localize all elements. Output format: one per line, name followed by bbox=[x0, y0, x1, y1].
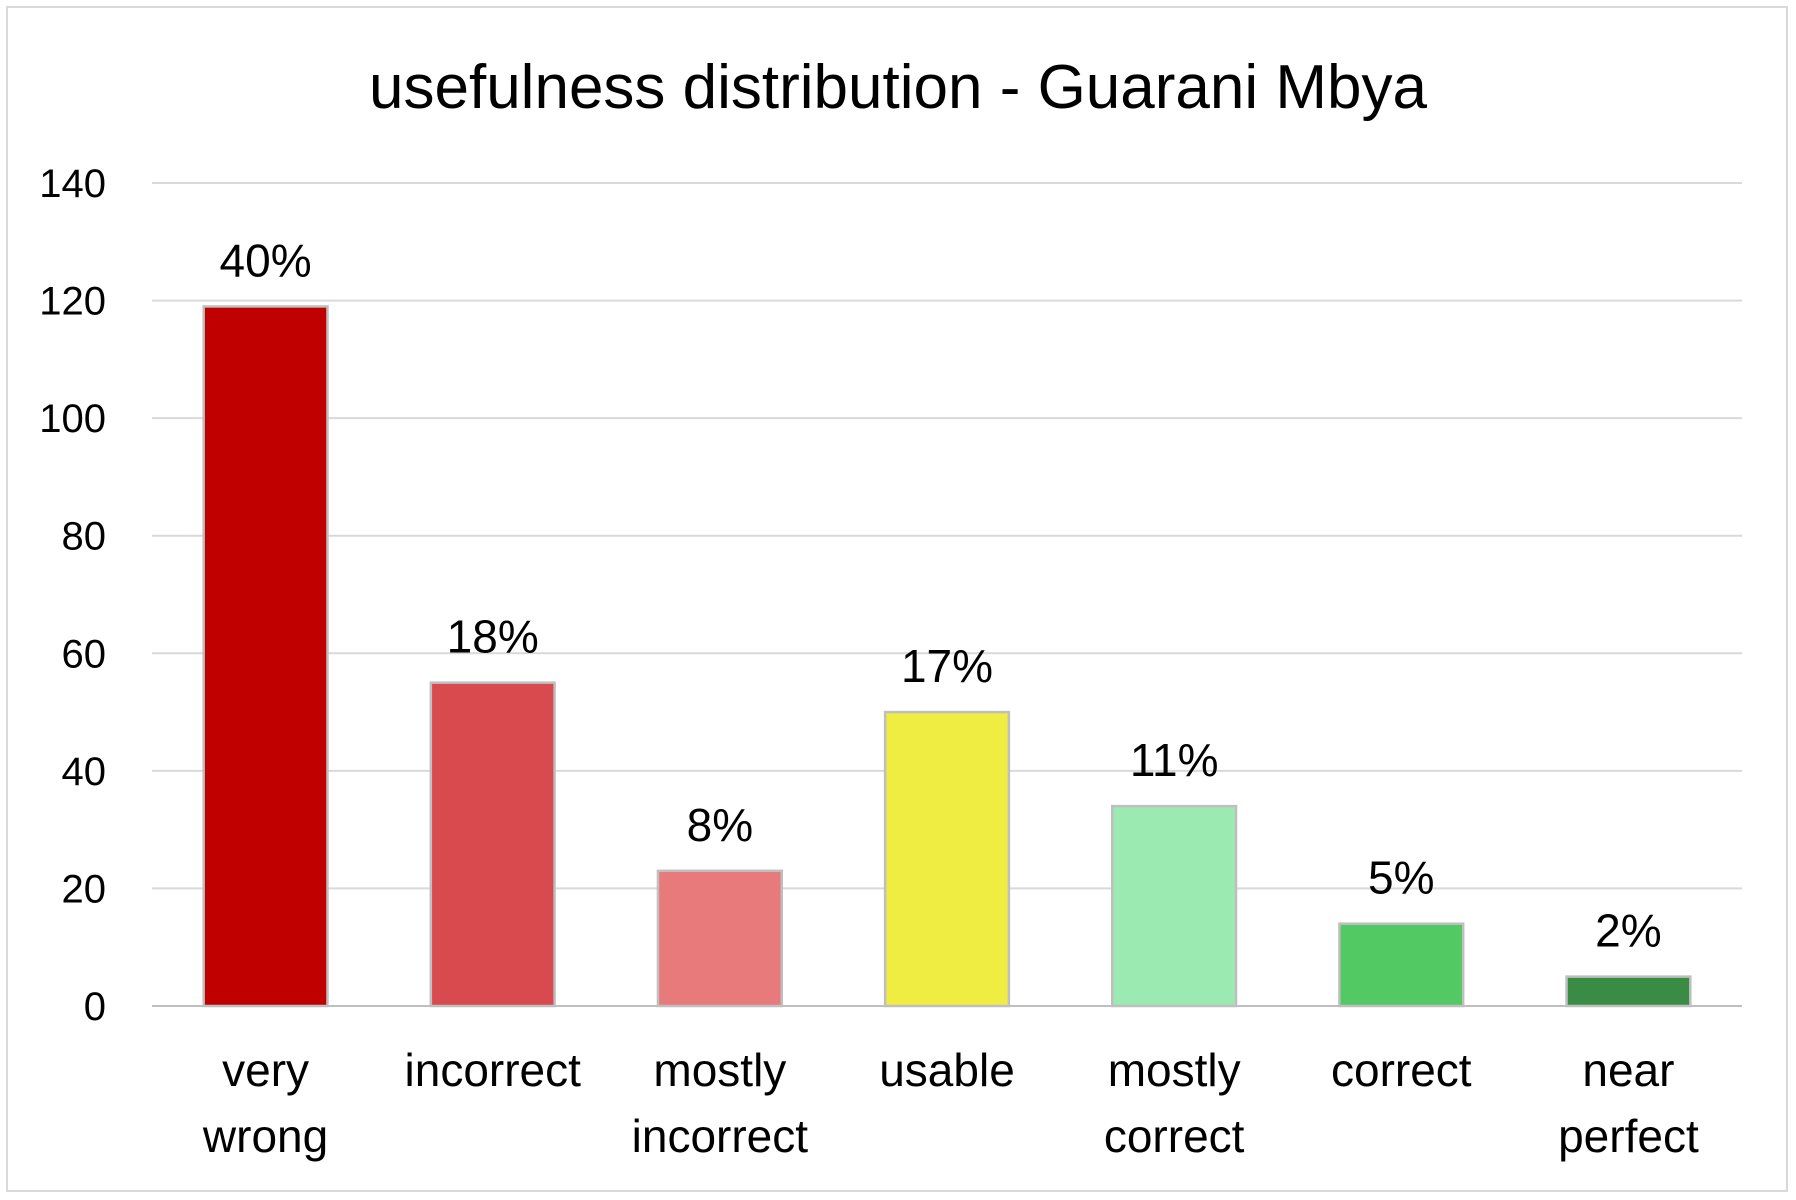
y-axis-tick-labels: 0 20 40 60 80 100 120 140 bbox=[39, 162, 106, 1029]
data-label: 5% bbox=[1368, 852, 1434, 904]
y-tick-label: 0 bbox=[84, 985, 106, 1029]
chart-title: usefulness distribution - Guarani Mbya bbox=[369, 53, 1427, 122]
y-tick-label: 60 bbox=[62, 632, 107, 676]
y-tick-label: 120 bbox=[39, 280, 106, 324]
y-tick-label: 100 bbox=[39, 397, 106, 441]
category-label-line: near bbox=[1582, 1044, 1674, 1096]
category-label-line: mostly bbox=[653, 1044, 786, 1096]
category-label-line: incorrect bbox=[405, 1044, 582, 1096]
bars bbox=[202, 305, 1692, 1008]
y-tick-label: 20 bbox=[62, 867, 107, 911]
bar bbox=[202, 305, 329, 1008]
bar bbox=[656, 869, 784, 1008]
category-label-line: correct bbox=[1331, 1044, 1472, 1096]
category-label-line: perfect bbox=[1558, 1110, 1699, 1162]
data-label: 18% bbox=[447, 611, 539, 663]
category-label-line: incorrect bbox=[632, 1110, 809, 1162]
category-label: correct bbox=[1331, 1044, 1472, 1096]
data-label: 11% bbox=[1130, 734, 1219, 786]
category-label-line: usable bbox=[879, 1044, 1015, 1096]
data-label: 40% bbox=[220, 234, 312, 286]
y-tick-label: 80 bbox=[62, 515, 107, 559]
category-label: very wrong bbox=[202, 1044, 328, 1162]
category-label: usable bbox=[879, 1044, 1015, 1096]
category-label: mostly correct bbox=[1104, 1044, 1245, 1162]
bar bbox=[429, 681, 556, 1008]
y-tick-label: 140 bbox=[39, 162, 106, 206]
category-label-line: correct bbox=[1104, 1110, 1245, 1162]
data-label: 17% bbox=[901, 640, 993, 692]
bar bbox=[883, 710, 1011, 1008]
x-axis-category-labels: very wrong incorrect mostly incorrect usable m… bbox=[202, 1044, 1699, 1162]
data-labels: 40% 18% 8% 17% 11% 5% 2% bbox=[220, 234, 1662, 956]
category-label: near perfect bbox=[1558, 1044, 1699, 1162]
category-label-line: very bbox=[222, 1044, 309, 1096]
bar bbox=[1565, 975, 1692, 1008]
bar bbox=[1110, 804, 1238, 1008]
y-tick-label: 40 bbox=[62, 750, 107, 794]
category-label: incorrect bbox=[405, 1044, 582, 1096]
data-label: 2% bbox=[1595, 905, 1661, 957]
bar bbox=[1338, 922, 1465, 1008]
category-label-line: wrong bbox=[202, 1110, 328, 1162]
gridlines bbox=[152, 182, 1742, 1007]
category-label-line: mostly bbox=[1108, 1044, 1241, 1096]
data-label: 8% bbox=[687, 799, 753, 851]
category-label: mostly incorrect bbox=[632, 1044, 809, 1162]
